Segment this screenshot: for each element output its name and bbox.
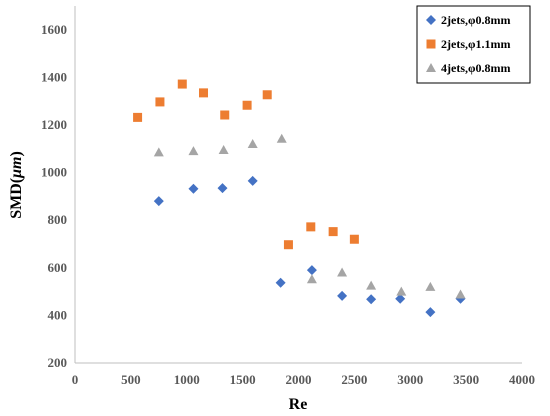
plot-area xyxy=(74,6,522,364)
data-point xyxy=(276,133,287,143)
data-point xyxy=(425,281,436,291)
legend-label: 2jets,φ1.1mm xyxy=(441,37,510,51)
y-tick-label: 1000 xyxy=(41,165,67,180)
data-point xyxy=(366,280,377,290)
data-point xyxy=(188,183,199,194)
y-tick-label: 200 xyxy=(48,355,68,370)
legend-marker xyxy=(426,15,436,25)
y-tick-label: 1200 xyxy=(41,117,67,132)
y-tick-label: 600 xyxy=(48,260,68,275)
x-tick-label: 1500 xyxy=(230,372,256,387)
x-tick-label: 500 xyxy=(121,372,141,387)
data-point xyxy=(262,90,272,100)
x-tick-label: 2500 xyxy=(341,372,367,387)
y-axis-title-close: ) xyxy=(8,151,25,156)
legend-marker xyxy=(426,39,436,49)
y-tick-label: 1400 xyxy=(41,69,67,84)
data-point xyxy=(306,265,317,276)
data-point xyxy=(396,286,407,296)
data-point xyxy=(306,274,317,284)
y-tick-label: 1600 xyxy=(41,22,67,37)
legend-label: 2jets,φ0.8mm xyxy=(441,13,510,27)
x-axis-title: Re xyxy=(289,396,308,413)
x-tick-labels: 0 500 1000 1500 2000 2500 3000 3500 4000 xyxy=(72,372,535,387)
data-point xyxy=(337,267,348,277)
data-point xyxy=(455,289,466,299)
data-point xyxy=(188,146,199,156)
data-point xyxy=(242,100,252,110)
y-axis-title: SMD(μm) xyxy=(8,151,25,219)
x-tick-label: 0 xyxy=(72,372,79,387)
data-point xyxy=(133,112,143,122)
data-point xyxy=(366,294,377,305)
legend-label: 4jets,φ0.8mm xyxy=(441,61,510,75)
data-point xyxy=(218,144,229,154)
data-point xyxy=(328,227,338,237)
series-2 xyxy=(133,79,359,250)
data-point xyxy=(177,79,187,89)
series-1 xyxy=(153,175,466,318)
data-point xyxy=(153,147,164,157)
data-points xyxy=(133,79,466,318)
y-tick-label: 800 xyxy=(48,212,68,227)
data-point xyxy=(349,234,359,244)
series-3 xyxy=(153,133,466,299)
data-point xyxy=(425,307,436,318)
x-tick-label: 1000 xyxy=(174,372,200,387)
data-point xyxy=(153,196,164,207)
x-tick-label: 3500 xyxy=(453,372,479,387)
data-point xyxy=(247,139,258,149)
y-tick-labels: 200 400 600 800 1000 1200 1400 1600 xyxy=(41,22,67,370)
legend: 2jets,φ0.8mm 2jets,φ1.1mm 4jets,φ0.8mm xyxy=(416,5,531,84)
x-tick-label: 2000 xyxy=(286,372,312,387)
data-point xyxy=(283,240,293,250)
data-point xyxy=(306,222,316,232)
data-point xyxy=(155,97,165,107)
y-axis-title-unit: μm xyxy=(8,157,25,179)
legend-box xyxy=(416,5,531,84)
data-point xyxy=(199,88,209,98)
data-point xyxy=(247,175,258,186)
data-point xyxy=(275,277,286,288)
x-tick-label: 4000 xyxy=(509,372,535,387)
data-point xyxy=(217,183,228,194)
data-point xyxy=(220,110,230,120)
data-point xyxy=(337,290,348,301)
x-tick-label: 3000 xyxy=(397,372,423,387)
legend-marker xyxy=(426,63,436,72)
data-point xyxy=(395,293,406,304)
y-tick-label: 400 xyxy=(48,307,68,322)
y-axis-title-main: SMD( xyxy=(8,178,25,219)
